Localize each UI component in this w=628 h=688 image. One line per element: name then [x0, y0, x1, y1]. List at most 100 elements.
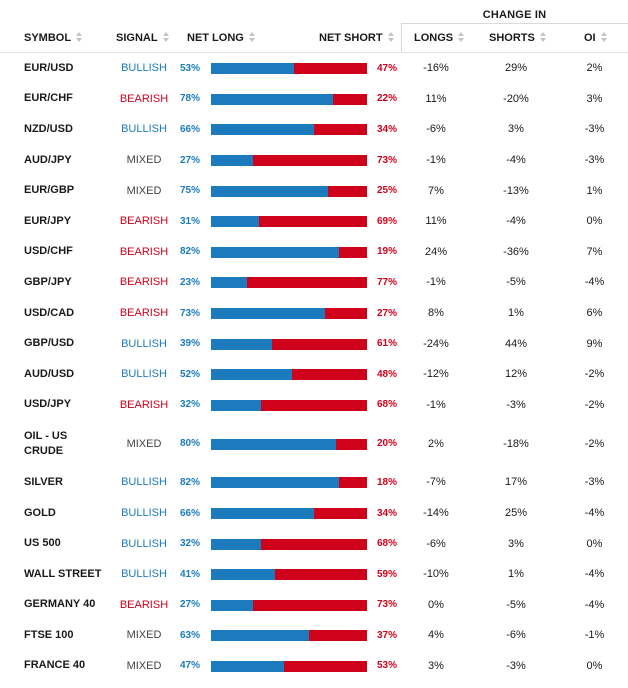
symbol-cell[interactable]: GOLD [24, 506, 56, 519]
sort-icon [600, 32, 607, 42]
long-short-ratio-bar [211, 124, 367, 136]
longs-change-cell: 7% [428, 184, 444, 197]
net-short-percent: 25% [377, 185, 398, 197]
symbol-cell[interactable]: EUR/CHF [24, 92, 73, 105]
net-short-percent: 18% [377, 476, 398, 488]
shorts-change-cell: -36% [503, 245, 529, 258]
symbol-cell[interactable]: WALL STREET [24, 567, 102, 580]
symbol-cell[interactable]: FTSE 100 [24, 628, 74, 641]
oi-column-header[interactable]: OI [584, 24, 607, 52]
header-group-row: CHANGE IN [0, 0, 628, 24]
table-row[interactable]: GBP/JPY BEARISH 23% 77% -1% -5% -4% [0, 267, 628, 298]
symbol-cell[interactable]: USD/JPY [24, 398, 72, 411]
net-short-percent: 27% [377, 307, 398, 319]
symbol-cell[interactable]: USD/CAD [24, 306, 75, 319]
symbol-cell[interactable]: GBP/USD [24, 337, 75, 350]
signal-cell: BEARISH [119, 598, 169, 611]
table-row[interactable]: EUR/CHF BEARISH 78% 22% 11% -20% 3% [0, 84, 628, 115]
shorts-change-cell: 12% [504, 368, 528, 381]
long-short-ratio-bar [211, 63, 367, 75]
long-portion [211, 508, 314, 520]
symbol-cell[interactable]: AUD/JPY [24, 153, 72, 166]
long-portion [211, 63, 294, 75]
signal-cell: BULLISH [121, 537, 167, 550]
net-long-percent: 41% [179, 568, 200, 580]
symbol-cell[interactable]: EUR/USD [24, 61, 74, 74]
signal-cell: MIXED [126, 184, 162, 197]
oi-change-cell: -4% [584, 276, 605, 289]
symbol-cell[interactable]: NZD/USD [24, 122, 73, 135]
net-short-percent: 73% [377, 154, 398, 166]
table-row[interactable]: GERMANY 40 BEARISH 27% 73% 0% -5% -4% [0, 590, 628, 621]
change-in-header: CHANGE IN [401, 0, 628, 24]
net-short-percent: 34% [377, 123, 398, 135]
symbol-cell[interactable]: OIL - US CRUDE [24, 429, 68, 457]
table-row[interactable]: GOLD BULLISH 66% 34% -14% 25% -4% [0, 498, 628, 529]
shorts-change-cell: 29% [504, 62, 528, 75]
table-row[interactable]: EUR/JPY BEARISH 31% 69% 11% -4% 0% [0, 206, 628, 237]
table-row[interactable]: US 500 BULLISH 32% 68% -6% 3% 0% [0, 528, 628, 559]
table-body: EUR/USD BULLISH 53% 47% -16% 29% 2% EUR/CHF BEAR… [0, 53, 628, 681]
longs-change-cell: -1% [426, 276, 446, 289]
header-divider [401, 24, 402, 52]
symbol-cell[interactable]: AUD/USD [24, 367, 75, 380]
long-short-ratio-bar [211, 308, 367, 320]
symbol-cell[interactable]: GBP/JPY [24, 275, 72, 288]
net-long-percent: 82% [179, 476, 200, 488]
symbol-cell[interactable]: SILVER [24, 475, 63, 488]
table-row[interactable]: AUD/JPY MIXED 27% 73% -1% -4% -3% [0, 145, 628, 176]
long-portion [211, 124, 314, 136]
shorts-change-cell: 25% [504, 507, 528, 520]
longs-column-header[interactable]: LONGS [414, 24, 465, 52]
long-short-ratio-bar [211, 338, 367, 350]
signal-column-header[interactable]: SIGNAL [116, 24, 169, 52]
long-portion [211, 399, 261, 411]
signal-cell: MIXED [126, 629, 162, 642]
table-row[interactable]: NZD/USD BULLISH 66% 34% -6% 3% -3% [0, 114, 628, 145]
sort-icon [162, 32, 169, 42]
net-long-column-header[interactable]: NET LONG [187, 24, 255, 52]
longs-change-cell: -10% [423, 568, 449, 581]
oi-change-cell: 1% [586, 184, 603, 197]
oi-change-cell: -4% [584, 507, 605, 520]
table-row[interactable]: FTSE 100 MIXED 63% 37% 4% -6% -1% [0, 620, 628, 651]
net-long-percent: 31% [179, 215, 200, 227]
table-row[interactable]: USD/CAD BEARISH 73% 27% 8% 1% 6% [0, 298, 628, 329]
table-row[interactable]: OIL - US CRUDE MIXED 80% 20% 2% -18% -2% [0, 420, 628, 467]
table-row[interactable]: WALL STREET BULLISH 41% 59% -10% 1% -4% [0, 559, 628, 590]
long-short-ratio-bar [211, 538, 367, 550]
symbol-cell[interactable]: EUR/GBP [24, 184, 75, 197]
net-long-percent: 53% [179, 62, 200, 74]
net-short-percent: 68% [377, 399, 398, 411]
table-row[interactable]: EUR/GBP MIXED 75% 25% 7% -13% 1% [0, 175, 628, 206]
signal-cell: BEARISH [119, 307, 169, 320]
table-row[interactable]: USD/CHF BEARISH 82% 19% 24% -36% 7% [0, 237, 628, 268]
long-short-ratio-bar [211, 569, 367, 581]
oi-change-cell: 6% [586, 307, 603, 320]
shorts-change-cell: -4% [506, 215, 526, 228]
symbol-cell[interactable]: US 500 [24, 537, 61, 550]
symbol-cell[interactable]: FRANCE 40 [24, 659, 86, 672]
net-short-column-header[interactable]: NET SHORT [319, 24, 394, 52]
long-short-ratio-bar [211, 185, 367, 197]
longs-change-cell: -6% [426, 123, 446, 136]
longs-change-cell: -14% [423, 507, 449, 520]
table-row[interactable]: USD/JPY BEARISH 32% 68% -1% -3% -2% [0, 390, 628, 421]
table-row[interactable]: SILVER BULLISH 82% 18% -7% 17% -3% [0, 467, 628, 498]
shorts-change-cell: 1% [508, 307, 524, 320]
sort-icon [76, 32, 83, 42]
symbol-column-header[interactable]: SYMBOL [24, 24, 83, 52]
symbol-cell[interactable]: USD/CHF [24, 245, 73, 258]
oi-header-label: OI [584, 32, 596, 44]
symbol-cell[interactable]: EUR/JPY [24, 214, 72, 227]
shorts-change-cell: 1% [508, 568, 524, 581]
oi-change-cell: 7% [586, 245, 603, 258]
table-row[interactable]: AUD/USD BULLISH 52% 48% -12% 12% -2% [0, 359, 628, 390]
table-row[interactable]: EUR/USD BULLISH 53% 47% -16% 29% 2% [0, 53, 628, 84]
table-row[interactable]: GBP/USD BULLISH 39% 61% -24% 44% 9% [0, 328, 628, 359]
table-row[interactable]: FRANCE 40 MIXED 47% 53% 3% -3% 0% [0, 651, 628, 682]
long-portion [211, 477, 339, 489]
symbol-cell[interactable]: GERMANY 40 [24, 598, 96, 611]
shorts-column-header[interactable]: SHORTS [489, 24, 546, 52]
net-short-percent: 48% [377, 368, 398, 380]
